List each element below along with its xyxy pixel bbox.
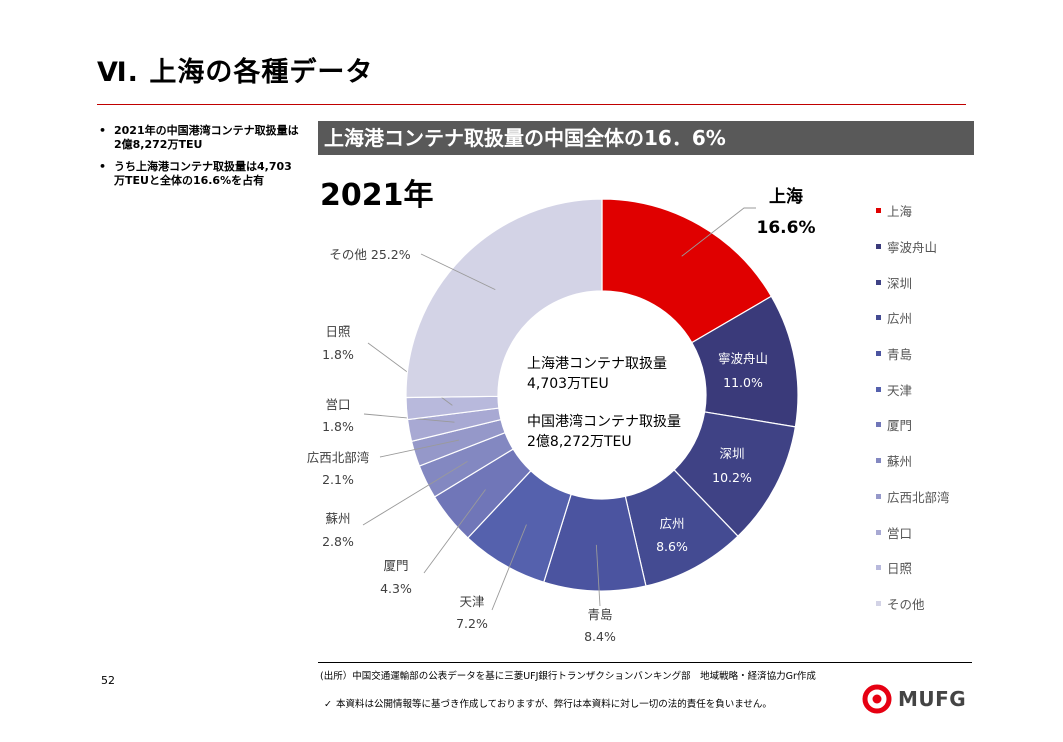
slice-value-label-8: 2.1%	[322, 472, 354, 487]
slice-value-label-9: 1.8%	[322, 419, 354, 434]
leader-line-5	[491, 524, 527, 611]
center-text-0: 上海港コンテナ取扱量	[527, 356, 667, 372]
legend-label: 厦門	[887, 418, 913, 434]
legend-item: 蘇州	[876, 443, 950, 479]
slice-0	[601, 198, 773, 344]
slice-11	[405, 198, 603, 399]
slice-value-label-4: 8.4%	[584, 629, 616, 644]
legend-item: 青島	[876, 336, 950, 372]
leader-line-6	[423, 489, 486, 574]
legend-swatch	[876, 315, 881, 321]
legend-item: 営口	[876, 514, 950, 550]
slice-value-label-10: 1.8%	[322, 347, 354, 362]
legend-label: 広西北部湾	[887, 489, 950, 505]
slice-value-label-3: 8.6%	[656, 539, 688, 554]
disclaimer-text: 本資料は公開情報等に基づき作成しておりますが、弊行は本資料に対し一切の法的責任を…	[335, 699, 772, 710]
chart-title: 2021年	[320, 178, 434, 213]
legend-label: その他	[887, 596, 925, 612]
legend-label: 日照	[887, 561, 913, 577]
slice-name-label-3: 広州	[659, 516, 684, 531]
slice-name-label-0: 上海	[769, 186, 803, 207]
slice-name-label-7: 蘇州	[325, 511, 350, 526]
chart-legend: 上海寧波舟山深圳広州青島天津厦門蘇州広西北部湾営口日照その他	[876, 193, 950, 621]
footer-disclaimer: ✓ 本資料は公開情報等に基づき作成しておりますが、弊行は本資料に対し一切の法的責任…	[324, 696, 772, 710]
slice-name-label-9: 営口	[325, 397, 350, 412]
slice-value-label-7: 2.8%	[322, 534, 354, 549]
summary-bullets: 2021年の中国港湾コンテナ取扱量は2億8,272万TEU うち上海港コンテナ取…	[99, 124, 299, 196]
mufg-logo: MUFG	[862, 684, 966, 714]
legend-label: 広州	[887, 311, 913, 327]
legend-label: 青島	[887, 347, 913, 363]
mufg-mark-icon	[862, 684, 892, 714]
legend-item: 寧波舟山	[876, 229, 950, 265]
slice-value-label-1: 11.0%	[723, 375, 763, 390]
footer-source: (出所）中国交通運輸部の公表データを基に三菱UFJ銀行トランザクションバンキング…	[320, 671, 816, 682]
chart-banner: 上海港コンテナ取扱量の中国全体の16．6%	[318, 121, 974, 155]
slice-name-label-2: 深圳	[719, 446, 744, 461]
slice-name-label-1: 寧波舟山	[718, 351, 768, 366]
leader-line-0	[681, 207, 756, 257]
center-text-1: 4,703万TEU	[527, 376, 609, 392]
center-text-2: 中国港湾コンテナ取扱量	[527, 413, 681, 430]
slice-name-label-8: 広西北部湾	[307, 450, 370, 465]
page-number: 52	[101, 674, 115, 687]
slice-name-label-10: 日照	[325, 324, 350, 339]
legend-swatch	[876, 208, 881, 214]
legend-item: その他	[876, 586, 950, 622]
legend-item: 深圳	[876, 264, 950, 300]
legend-item: 厦門	[876, 407, 950, 443]
slice-name-label-6: 厦門	[383, 558, 408, 573]
leader-line-4	[595, 544, 601, 607]
slice-value-label-6: 4.3%	[380, 581, 412, 596]
legend-label: 上海	[887, 204, 913, 220]
page-title: Ⅵ. 上海の各種データ	[97, 57, 374, 88]
legend-item: 広西北部湾	[876, 479, 950, 515]
legend-item: 日照	[876, 550, 950, 586]
legend-item: 上海	[876, 193, 950, 229]
legend-swatch	[876, 600, 881, 606]
legend-swatch	[876, 422, 881, 428]
slice-value-label-2: 10.2%	[712, 470, 752, 485]
check-icon: ✓	[324, 699, 332, 710]
legend-swatch	[876, 493, 881, 499]
legend-swatch	[876, 279, 881, 285]
legend-swatch	[876, 244, 881, 250]
bullet-shanghai-share: うち上海港コンテナ取扱量は4,703万TEUと全体の16.6%を占有	[99, 160, 299, 188]
footer-divider	[318, 662, 972, 663]
logo-text: MUFG	[898, 687, 967, 711]
slice-name-label-5: 天津	[459, 594, 484, 609]
legend-swatch	[876, 565, 881, 571]
legend-item: 天津	[876, 371, 950, 407]
legend-item: 広州	[876, 300, 950, 336]
bullet-total-volume: 2021年の中国港湾コンテナ取扱量は2億8,272万TEU	[99, 124, 299, 152]
legend-label: 天津	[887, 382, 913, 398]
title-divider	[97, 104, 966, 105]
data-label-11: その他 25.2%	[329, 247, 410, 262]
leader-line-11	[420, 253, 496, 291]
center-text-3: 2億8,272万TEU	[527, 434, 632, 450]
legend-swatch	[876, 351, 881, 357]
leader-line-7	[362, 461, 468, 526]
legend-swatch	[876, 458, 881, 464]
legend-label: 深圳	[887, 275, 913, 291]
leader-line-8	[379, 439, 460, 458]
legend-swatch	[876, 529, 881, 535]
slice-value-label-5: 7.2%	[456, 616, 488, 631]
legend-label: 蘇州	[887, 454, 913, 470]
legend-label: 寧波舟山	[887, 240, 938, 256]
slice-name-label-4: 青島	[587, 607, 612, 622]
legend-label: 営口	[887, 525, 913, 541]
slice-value-label-0: 16.6%	[757, 218, 816, 238]
legend-swatch	[876, 386, 881, 392]
